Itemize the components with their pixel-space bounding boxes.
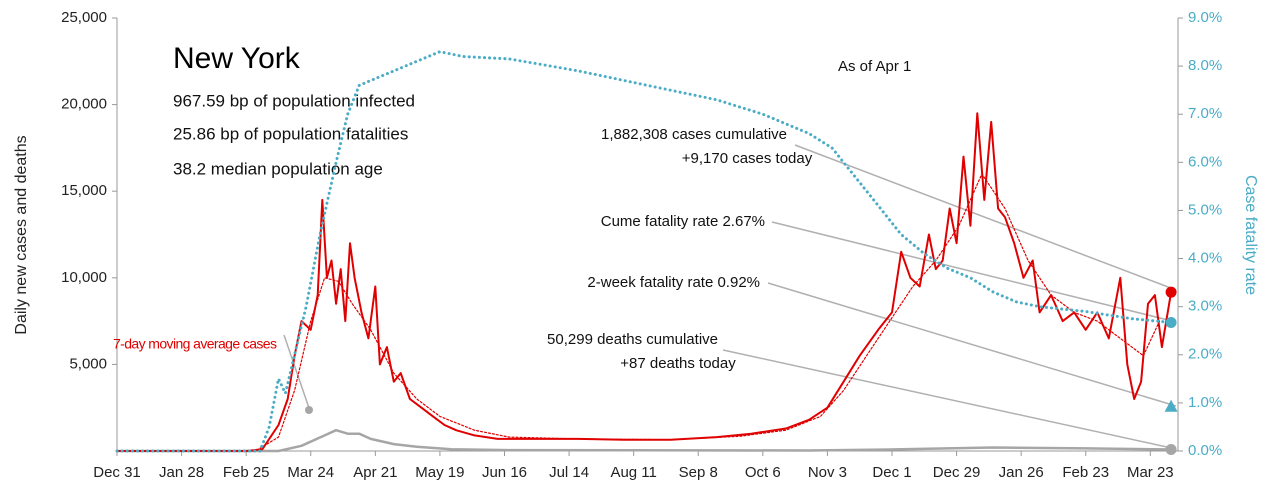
- y-tick-label: 25,000: [61, 9, 107, 26]
- x-tick-label: Nov 3: [808, 464, 847, 481]
- series-line: [116, 112, 1173, 452]
- leader-line: [771, 221, 1177, 323]
- y2-tick-label: 2.0%: [1188, 346, 1222, 363]
- annotation: 2-week fatality rate 0.92%: [587, 274, 760, 291]
- y-tick-label: 20,000: [61, 96, 107, 113]
- x-tick-label: Dec 31: [93, 464, 141, 481]
- y2-tick-label: 1.0%: [1188, 394, 1222, 411]
- x-tick-label: Aug 11: [610, 464, 656, 481]
- leader-line: [283, 334, 310, 409]
- ma-marker: [305, 406, 313, 414]
- x-tick-label: Dec 29: [933, 464, 981, 481]
- y-tick-label: 10,000: [61, 269, 107, 286]
- series-label: 7-day moving average cases: [113, 336, 277, 352]
- y2-tick-label: 7.0%: [1188, 105, 1222, 122]
- end-marker: [1165, 286, 1177, 298]
- annotation: As of Apr 1: [838, 58, 911, 75]
- stat: 38.2 median population age: [173, 159, 383, 178]
- y2-tick-label: 6.0%: [1188, 153, 1222, 170]
- leader-line: [767, 282, 1177, 407]
- x-tick-label: Oct 6: [745, 464, 781, 481]
- y2-tick-label: 5.0%: [1188, 201, 1222, 218]
- x-tick-label: Apr 21: [353, 464, 397, 481]
- annotation: +9,170 cases today: [682, 150, 813, 167]
- annotation: Cume fatality rate 2.67%: [601, 213, 765, 230]
- y2-tick-label: 4.0%: [1188, 250, 1222, 267]
- x-tick-label: Jun 16: [482, 464, 527, 481]
- y2-tick-label: 0.0%: [1188, 442, 1222, 459]
- chart-title: New York: [173, 42, 301, 75]
- y-axis-label: Daily new cases and deaths: [13, 135, 30, 334]
- x-tick-label: Jan 28: [159, 464, 204, 481]
- x-tick-label: Feb 23: [1062, 464, 1109, 481]
- x-tick-label: Feb 25: [223, 464, 270, 481]
- y-tick-label: 15,000: [61, 182, 107, 199]
- x-tick-label: Mar 23: [1127, 464, 1174, 481]
- y-tick-label: 5,000: [69, 355, 107, 372]
- y2-tick-label: 3.0%: [1188, 298, 1222, 315]
- series-line: [116, 173, 1161, 452]
- x-tick-label: Jul 14: [549, 464, 589, 481]
- x-tick-label: Jan 26: [999, 464, 1044, 481]
- series-line: [115, 428, 1173, 453]
- stat: 967.59 bp of population infected: [173, 91, 415, 110]
- annotation: +87 deaths today: [620, 355, 736, 372]
- stat: 25.86 bp of population fatalities: [173, 124, 408, 143]
- x-tick-label: Sep 8: [679, 464, 718, 481]
- leader-line: [722, 349, 1177, 450]
- x-tick-label: Mar 24: [287, 464, 334, 481]
- leader-line: [794, 144, 1177, 291]
- end-marker: [1164, 399, 1178, 412]
- x-tick-label: May 19: [415, 464, 464, 481]
- y2-tick-label: 8.0%: [1188, 57, 1222, 74]
- annotation: 1,882,308 cases cumulative: [601, 126, 787, 143]
- end-marker: [1165, 317, 1177, 329]
- end-marker: [1165, 443, 1177, 455]
- series-line: [115, 50, 1173, 453]
- annotation: 50,299 deaths cumulative: [547, 331, 718, 348]
- y2-axis-label: Case fatality rate: [1242, 175, 1259, 295]
- y2-tick-label: 9.0%: [1188, 9, 1222, 26]
- x-tick-label: Dec 1: [872, 464, 911, 481]
